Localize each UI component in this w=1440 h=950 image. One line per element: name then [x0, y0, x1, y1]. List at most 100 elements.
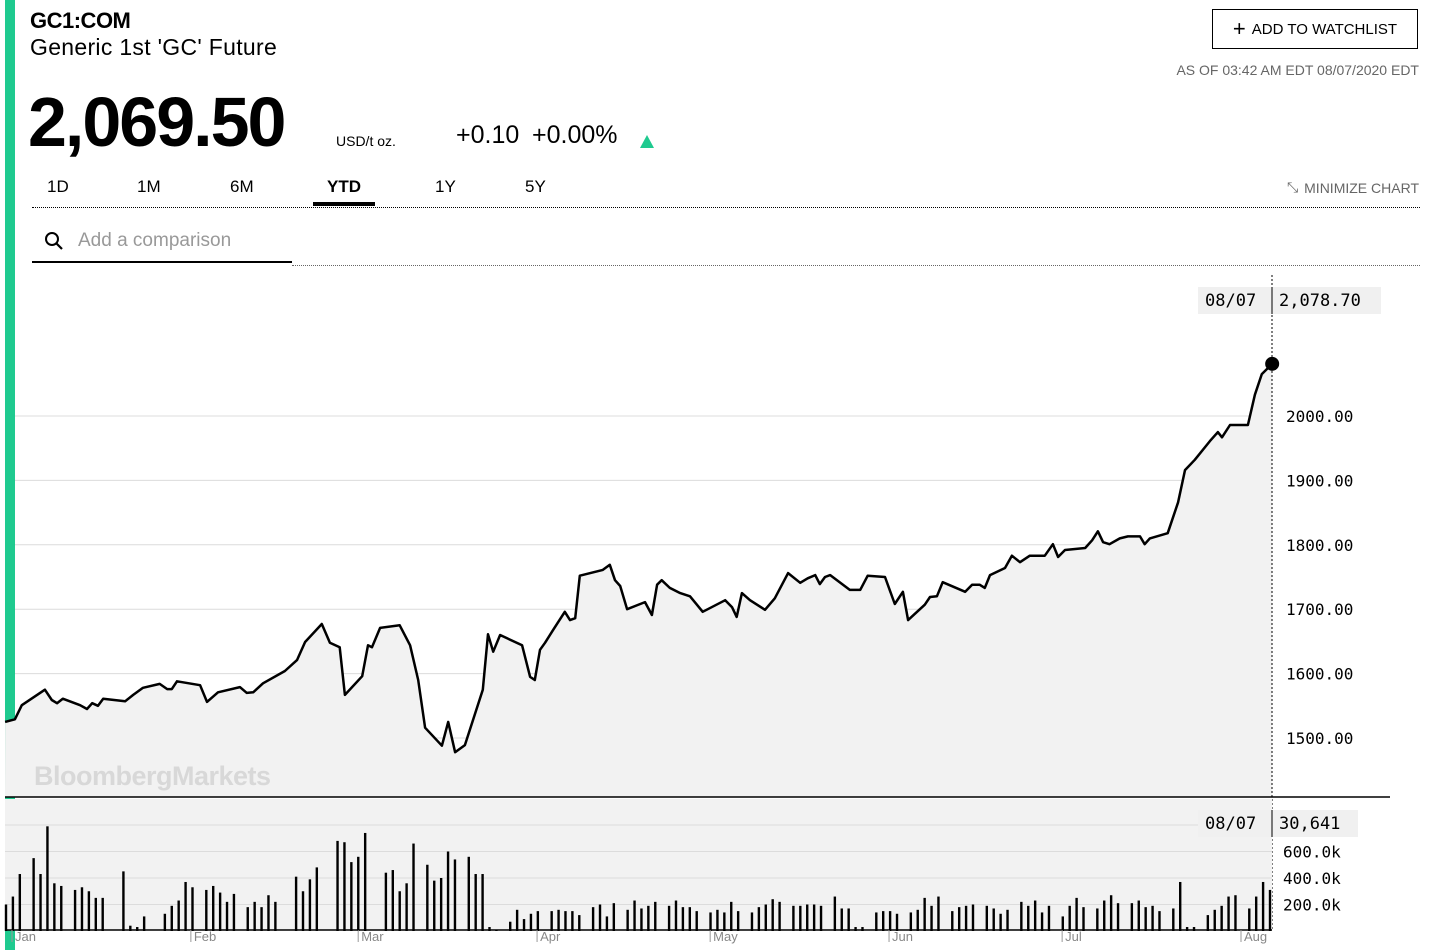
volume-bar [667, 905, 671, 931]
minimize-chart-button[interactable]: ⤡ MINIMIZE CHART [1287, 179, 1419, 196]
volume-bar [736, 911, 740, 931]
volume-axis-label: 600.0k [1283, 843, 1341, 862]
volume-bar [1192, 927, 1196, 931]
tab-1y[interactable]: 1Y [435, 177, 456, 196]
volume-bar [488, 927, 491, 931]
month-label: Aug [1244, 929, 1267, 944]
volume-bar [882, 911, 885, 931]
tab-1d[interactable]: 1D [47, 177, 69, 196]
volume-bar [1206, 915, 1210, 931]
add-to-watchlist-button[interactable]: + ADD TO WATCHLIST [1212, 9, 1418, 49]
volume-bar [992, 908, 995, 931]
price-line [4, 362, 1274, 754]
volume-bar [626, 909, 629, 931]
volume-bar [1006, 909, 1009, 931]
volume-bar [191, 887, 194, 931]
volume-bar [363, 832, 367, 931]
volume-bar [1103, 900, 1106, 931]
volume-bar [294, 876, 298, 931]
volume-bar [1185, 927, 1189, 931]
volume-bar [515, 909, 519, 931]
volume-bar [350, 862, 353, 931]
volume-bar [11, 896, 15, 931]
volume-bar [433, 880, 436, 931]
volume-bar [73, 889, 77, 931]
volume-bar [1172, 908, 1175, 931]
volume-bar [578, 915, 581, 931]
volume-bar [426, 864, 429, 931]
volume-bar [253, 901, 256, 931]
volume-bar [612, 903, 616, 931]
volume-bar [1116, 903, 1120, 931]
volume-bar [1151, 905, 1154, 931]
volume-bar [654, 901, 657, 931]
volume-bar [812, 904, 816, 931]
volume-bar [384, 872, 388, 931]
volume-bar [840, 908, 843, 931]
volume-bar [267, 895, 270, 931]
volume-bar [177, 900, 180, 931]
security-name: Generic 1st 'GC' Future [30, 34, 278, 60]
volume-bar [688, 907, 692, 931]
volume-bar [1248, 908, 1251, 931]
volume-bar [930, 905, 933, 931]
volume-bar [232, 893, 236, 931]
price-tooltip-date: 08/07 [1205, 291, 1256, 311]
accent-bar [5, 0, 15, 950]
price-axis-label: 1500.00 [1286, 729, 1353, 748]
volume-bar [1020, 901, 1023, 931]
tab-1m[interactable]: 1M [137, 177, 161, 196]
comparison-input[interactable] [76, 229, 280, 253]
ticker-symbol: GC1:COM [30, 8, 131, 33]
price-axis-label: 1900.00 [1286, 471, 1353, 490]
month-label: Jun [892, 929, 913, 944]
volume-bar [1137, 900, 1140, 931]
volume-background [5, 799, 1272, 930]
volume-bar [522, 919, 526, 931]
volume-bar [1227, 896, 1230, 931]
volume-bar [205, 889, 208, 931]
price-axis-label: 2000.00 [1286, 407, 1353, 426]
volume-bar [1213, 909, 1216, 931]
volume-bar [1144, 907, 1147, 931]
comparison-search[interactable] [32, 221, 292, 263]
volume-bar [716, 909, 719, 931]
price-axis-label: 1800.00 [1286, 536, 1353, 555]
volume-bar [212, 885, 215, 931]
volume-bar [792, 905, 795, 931]
volume-bar [1130, 903, 1134, 931]
month-label: May [713, 929, 738, 944]
tab-ytd[interactable]: YTD [313, 177, 375, 206]
search-icon [45, 232, 63, 250]
volume-bar [1027, 905, 1030, 931]
price-axis-label: 1600.00 [1286, 665, 1353, 684]
volume-bar [474, 874, 477, 931]
volume-bar [764, 904, 767, 931]
volume-bar [225, 901, 229, 931]
price-area-fill [5, 363, 1273, 797]
volume-bar [218, 892, 222, 931]
minimize-label: MINIMIZE CHART [1304, 179, 1419, 196]
volume-bar [1220, 905, 1223, 931]
volume-bar [833, 896, 837, 931]
volume-bar [1109, 895, 1113, 931]
price-unit: USD/t oz. [336, 133, 396, 149]
price-axis-label: 1700.00 [1286, 600, 1353, 619]
tab-6m[interactable]: 6M [230, 177, 254, 196]
volume-bar [557, 909, 560, 931]
volume-bar [18, 874, 22, 931]
price-change: +0.10 [456, 121, 520, 149]
last-price: 2,069.50 [28, 83, 286, 161]
volume-bar [730, 901, 733, 931]
month-label: Mar [361, 929, 384, 944]
volume-bar [640, 908, 643, 931]
volume-bar [39, 874, 42, 931]
volume-bar [163, 913, 167, 931]
tab-5y[interactable]: 5Y [525, 177, 546, 196]
volume-bar [1047, 905, 1051, 931]
up-arrow-icon [640, 135, 654, 148]
as-of-timestamp: AS OF 03:42 AM EDT 08/07/2020 EDT [1176, 62, 1419, 78]
volume-bar [343, 842, 346, 931]
volume-bar [446, 851, 450, 931]
